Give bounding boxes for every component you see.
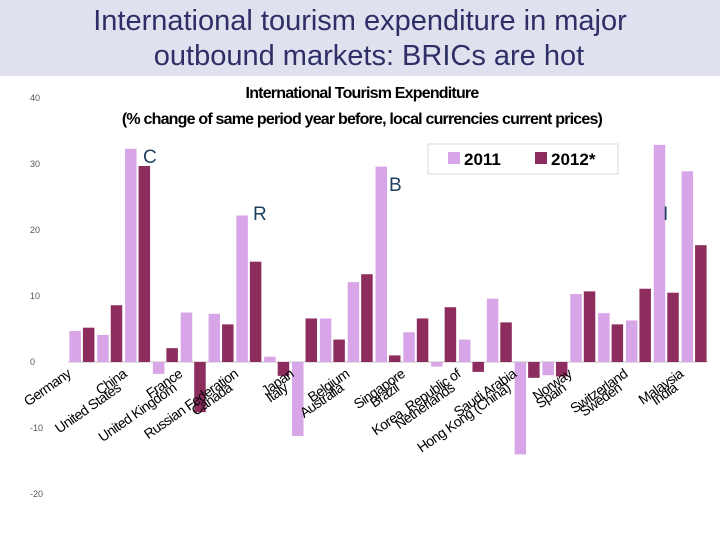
bar-2012-6 xyxy=(249,261,262,362)
bar-2011-10 xyxy=(347,282,360,362)
legend-label-2012: 2012* xyxy=(551,150,596,169)
y-tick-label: 40 xyxy=(30,93,40,103)
bar-2011-6 xyxy=(236,215,248,362)
bar-2012-5 xyxy=(222,324,234,362)
bric-label-india: I xyxy=(663,204,668,225)
bar-2012-11 xyxy=(389,355,401,362)
bar-2012-10 xyxy=(361,274,373,362)
bar-2012-14 xyxy=(472,362,484,372)
y-axis: -20 -10 0 10 20 30 40 xyxy=(30,93,43,499)
y-tick-label: -20 xyxy=(30,489,43,499)
bar-2012-16 xyxy=(528,362,540,378)
bar-2012-18 xyxy=(583,291,596,362)
bric-label-russia: R xyxy=(253,204,267,225)
bar-2011-19 xyxy=(598,313,610,362)
bar-2011-15 xyxy=(486,298,499,362)
bar-2011-12 xyxy=(403,332,415,362)
bar-2011-20 xyxy=(625,320,638,362)
bar-2012-19 xyxy=(611,324,624,362)
legend: 2011 2012* xyxy=(427,143,619,175)
bar-2011-17 xyxy=(542,362,554,376)
bar-2012-12 xyxy=(416,318,429,362)
bar-2012-9 xyxy=(333,339,345,362)
bar-2012-20 xyxy=(639,288,651,362)
bar-2011-0 xyxy=(69,330,81,362)
y-tick-label: 30 xyxy=(30,159,40,169)
bar-2011-16 xyxy=(514,362,527,455)
legend-swatch-2011 xyxy=(448,152,460,164)
x-tick-label: Germany xyxy=(21,365,74,409)
bric-label-china: C xyxy=(143,147,157,168)
legend-swatch-2012 xyxy=(535,152,547,164)
bar-2012-3 xyxy=(166,348,178,362)
chart-title: International Tourism Expenditure xyxy=(246,85,480,102)
bar-2011-3 xyxy=(152,362,165,374)
bar-2011-2 xyxy=(125,148,137,362)
bar-2011-11 xyxy=(375,166,387,362)
bar-2011-7 xyxy=(264,356,276,362)
slide-title: International tourism expenditure in maj… xyxy=(0,4,720,74)
bar-2011-1 xyxy=(97,334,109,362)
bar-2011-9 xyxy=(319,318,332,362)
bar-2011-5 xyxy=(208,313,221,362)
slide-header-band xyxy=(0,0,720,76)
bric-label-brazil: B xyxy=(389,175,402,196)
bar-2012-7 xyxy=(277,362,290,376)
bar-2012-8 xyxy=(305,318,318,362)
chart-subtitle: (% change of same period year before, lo… xyxy=(122,111,603,128)
bar-2012-1 xyxy=(110,305,123,362)
y-tick-label: 10 xyxy=(30,291,40,301)
bar-2011-22 xyxy=(681,171,694,362)
bar-2012-22 xyxy=(695,245,707,362)
bar-2012-4 xyxy=(194,362,206,413)
bar-2011-8 xyxy=(292,362,304,436)
bar-2011-18 xyxy=(570,294,582,362)
bar-2012-13 xyxy=(444,307,457,362)
bar-2011-4 xyxy=(180,312,193,362)
slide-title-line-2: outbound markets: BRICs are hot xyxy=(153,40,585,72)
bar-2012-15 xyxy=(500,322,512,362)
bar-2012-2 xyxy=(138,165,151,362)
bar-2011-13 xyxy=(431,362,443,367)
bar-2011-21 xyxy=(653,144,666,362)
y-tick-label: -10 xyxy=(30,423,43,433)
y-tick-label: 20 xyxy=(30,225,40,235)
slide-title-line-1: International tourism expenditure in maj… xyxy=(93,5,627,37)
y-tick-label: 0 xyxy=(30,357,35,367)
legend-label-2011: 2011 xyxy=(464,150,501,169)
bar-2012-21 xyxy=(667,292,679,362)
bar-2012-0 xyxy=(82,327,95,362)
bar-2011-14 xyxy=(458,339,471,362)
bar-series xyxy=(69,144,707,455)
bar-2012-17 xyxy=(555,362,568,377)
